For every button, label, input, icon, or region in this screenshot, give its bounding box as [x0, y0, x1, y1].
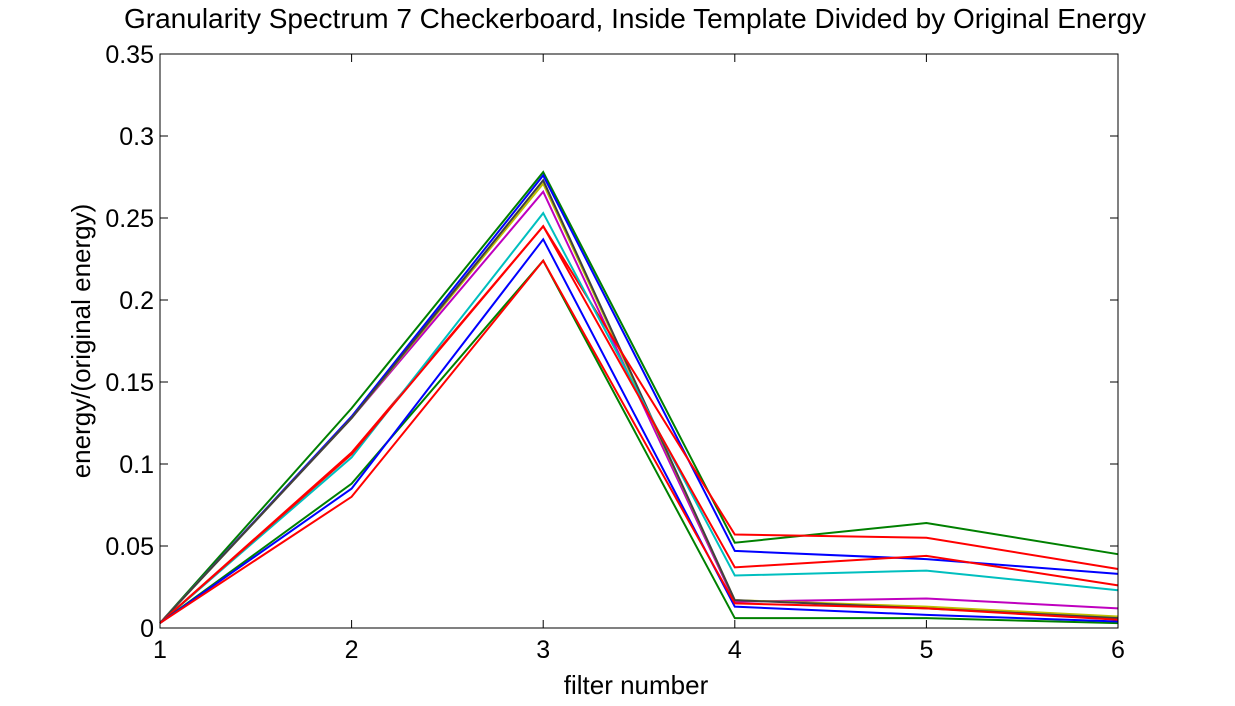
x-tick-label: 5 [919, 636, 933, 664]
x-tick-label: 3 [536, 636, 550, 664]
x-axis-label: filter number [564, 670, 709, 700]
y-tick-label: 0.25 [105, 205, 154, 233]
y-tick-label: 0.35 [105, 41, 154, 69]
y-tick-label: 0.05 [105, 533, 154, 561]
y-tick-label: 0.15 [105, 369, 154, 397]
series-line-6 [159, 224, 1119, 624]
x-tick-label: 1 [153, 636, 167, 664]
series-line-10 [159, 237, 1119, 624]
y-tick-label: 0 [140, 615, 154, 643]
y-tick-label: 0.1 [119, 451, 154, 479]
axes-box [159, 53, 1119, 629]
y-tick-label: 0.2 [119, 287, 154, 315]
x-tick-label: 4 [728, 636, 742, 664]
series-line-8 [159, 224, 1119, 624]
x-tick-label: 2 [345, 636, 359, 664]
y-tick-label: 0.3 [119, 123, 154, 151]
series-line-9 [159, 258, 1119, 625]
x-tick-label: 6 [1111, 636, 1125, 664]
series-line-7 [159, 211, 1119, 624]
series-line-11 [159, 258, 1119, 624]
y-axis-label: energy/(original energy) [66, 204, 96, 479]
series-line-1 [159, 170, 1119, 624]
chart-title: Granularity Spectrum 7 Checkerboard, Ins… [124, 3, 1146, 34]
plot-area [160, 54, 1118, 628]
